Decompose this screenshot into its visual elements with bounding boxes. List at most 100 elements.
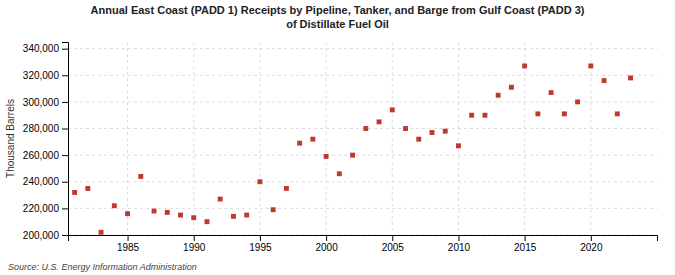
point [456,143,461,148]
point [509,85,514,90]
point [99,230,104,235]
point [271,207,276,212]
point [562,111,567,116]
grid-line [524,42,525,235]
point [469,113,474,118]
point [205,219,210,224]
grid-line [193,42,194,235]
tick-label: 1995 [249,242,272,253]
tick-mark [458,235,459,241]
point [416,137,421,142]
tick-label: 2000 [315,242,338,253]
tick-label: 2020 [580,242,603,253]
tick: 320,000 [23,70,68,81]
source: Source: U.S. Energy Information Administ… [8,262,197,272]
tick: 280,000 [23,123,68,134]
grid-line [326,42,327,235]
point [350,153,355,158]
tick-mark [525,235,526,241]
tick-label: 260,000 [23,150,60,161]
tick-label: 300,000 [23,97,60,108]
tick-label: 1985 [117,242,140,253]
grid-line [68,75,657,76]
grid-line [392,42,393,235]
tick-mark [62,182,68,183]
point [218,197,223,202]
tick: 240,000 [23,176,68,187]
point [72,190,77,195]
grid-line [68,155,657,156]
point [403,126,408,131]
point [496,93,501,98]
tick-label: 340,000 [23,43,60,54]
tick: 1995 [249,235,272,253]
tick: 340,000 [23,43,68,54]
tick-mark [128,235,129,241]
grid-line [127,42,128,235]
tick-mark [62,208,68,209]
tick: 2005 [382,235,405,253]
point [575,99,580,104]
point [443,129,448,134]
tick-label: 280,000 [23,123,60,134]
tick-mark [326,235,327,241]
title-line: of Distillate Fuel Oil [286,18,389,30]
point [244,213,249,218]
tick-mark [260,235,261,241]
point [165,210,170,215]
point [390,107,395,112]
tick: 300,000 [23,97,68,108]
chart: Annual East Coast (PADD 1) Receipts by P… [0,0,675,275]
point [337,171,342,176]
tick-mark [62,235,68,236]
tick: 1990 [183,235,206,253]
point [112,203,117,208]
point [152,209,157,214]
grid-line [68,181,657,182]
grid-line [259,42,260,235]
tick: 220,000 [23,203,68,214]
axis-line [62,43,69,236]
point [430,130,435,135]
grid-line [68,48,657,49]
point [138,174,143,179]
point [522,64,527,69]
point [535,111,540,116]
tick: 2015 [514,235,537,253]
tick-label: 2015 [514,242,537,253]
tick: 2020 [580,235,603,253]
tick-mark [62,155,68,156]
tick-mark [591,235,592,241]
tick-mark [62,102,68,103]
title-line: Annual East Coast (PADD 1) Receipts by P… [91,4,585,16]
point [231,214,236,219]
y-axis-label: Thousand Barrels [5,99,16,178]
grid-line [590,42,591,235]
tick: 260,000 [23,150,68,161]
point [602,78,607,83]
point [310,137,315,142]
grid-line [68,128,657,129]
point [482,113,487,118]
point [191,215,196,220]
points [72,64,633,235]
tick-mark [62,129,68,130]
point [588,64,593,69]
point [85,186,90,191]
title: Annual East Coast (PADD 1) Receipts by P… [91,4,585,30]
x-axis: 1985 1990 1995 2000 2005 2010 2015 2020 [69,235,658,253]
grid [68,42,657,235]
tick: 2010 [448,235,471,253]
point [284,186,289,191]
y-axis: 200,000220,000240,000260,000280,000300,0… [23,43,69,241]
point [377,119,382,124]
point [628,75,633,80]
tick-label: 220,000 [23,203,60,214]
tick-label: 320,000 [23,70,60,81]
tick-mark [392,235,393,241]
tick-label: 2010 [448,242,471,253]
tick: 2000 [315,235,338,253]
point [549,90,554,95]
tick-mark [62,75,68,76]
tick-label: 240,000 [23,176,60,187]
